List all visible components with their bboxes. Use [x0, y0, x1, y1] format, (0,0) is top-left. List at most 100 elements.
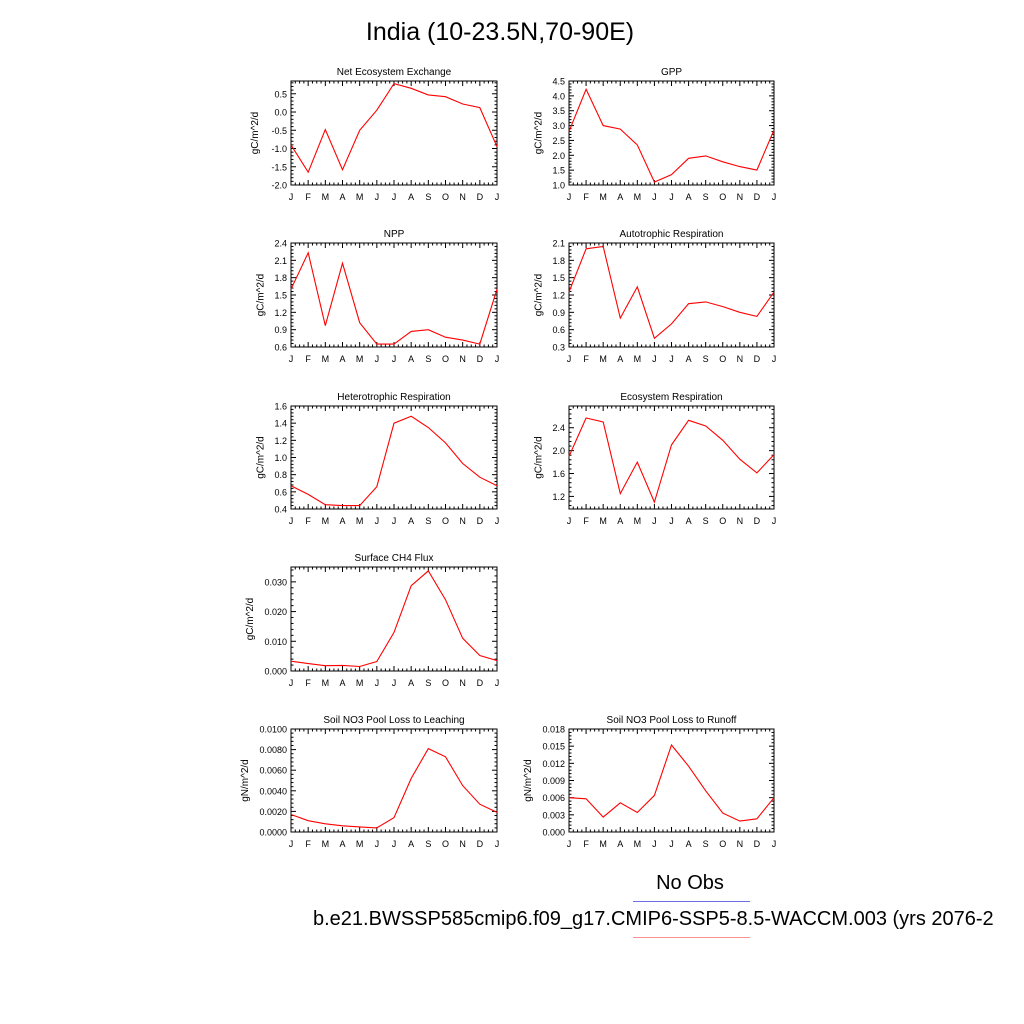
x-tick-label: J	[392, 354, 397, 364]
x-tick-label: J	[772, 516, 777, 526]
plot-frame	[290, 80, 498, 186]
x-tick-label: M	[599, 192, 607, 202]
y-tick-label: 0.6	[274, 487, 287, 497]
plot-frame	[290, 566, 498, 672]
x-tick-label: J	[567, 354, 572, 364]
x-tick-label: S	[703, 192, 709, 202]
y-tick-label: 0.0040	[259, 786, 287, 796]
y-tick-label: 1.6	[274, 402, 287, 412]
x-tick-label: J	[375, 354, 380, 364]
y-tick-label: -1.0	[271, 144, 287, 154]
x-tick-label: O	[442, 839, 449, 849]
x-tick-label: S	[425, 516, 431, 526]
x-tick-label: M	[634, 516, 642, 526]
x-tick-label: M	[322, 839, 330, 849]
y-tick-label: 0.003	[542, 810, 565, 820]
x-tick-label: N	[737, 354, 744, 364]
x-tick-label: J	[495, 839, 500, 849]
plot-frame	[568, 80, 775, 186]
series-line	[290, 747, 498, 829]
plot-frame	[568, 242, 775, 348]
x-tick-label: S	[703, 839, 709, 849]
y-tick-label: 2.4	[552, 423, 565, 433]
series-line	[568, 245, 775, 340]
y-axis-label: gC/m^2/d	[255, 274, 266, 317]
y-tick-label: 1.8	[552, 256, 565, 266]
x-tick-label: S	[703, 354, 709, 364]
x-tick-label: D	[477, 192, 484, 202]
x-tick-label: J	[652, 192, 657, 202]
plot-frame	[290, 242, 498, 348]
series-line	[290, 570, 498, 668]
x-tick-label: J	[375, 192, 380, 202]
x-tick-label: A	[339, 678, 345, 688]
x-tick-label: J	[772, 839, 777, 849]
x-tick-label: N	[459, 516, 466, 526]
y-tick-label: 0.0	[274, 108, 287, 118]
x-tick-label: J	[289, 516, 294, 526]
y-tick-label: 1.8	[274, 273, 287, 283]
x-tick-label: A	[339, 839, 345, 849]
panel-title: Autotrophic Respiration	[620, 229, 724, 240]
y-tick-label: 0.0100	[259, 725, 287, 735]
x-tick-label: O	[442, 516, 449, 526]
x-tick-label: F	[305, 678, 311, 688]
x-tick-label: J	[652, 354, 657, 364]
x-tick-label: M	[599, 839, 607, 849]
x-tick-label: J	[669, 354, 674, 364]
y-axis-label: gC/m^2/d	[533, 112, 544, 155]
y-tick-label: 0.6	[552, 325, 565, 335]
y-tick-label: 0.009	[542, 776, 565, 786]
x-tick-label: A	[339, 516, 345, 526]
x-tick-label: F	[583, 516, 589, 526]
y-tick-label: 0.010	[264, 637, 287, 647]
x-tick-label: A	[617, 516, 623, 526]
x-tick-label: J	[392, 678, 397, 688]
x-tick-label: S	[425, 839, 431, 849]
x-tick-label: M	[634, 354, 642, 364]
y-tick-label: 2.4	[274, 239, 287, 249]
series-line	[568, 87, 775, 183]
x-tick-label: J	[289, 839, 294, 849]
y-tick-label: 0.000	[264, 667, 287, 677]
series-line	[290, 415, 498, 507]
x-tick-label: D	[477, 839, 484, 849]
series-line	[290, 251, 498, 345]
x-tick-label: J	[652, 839, 657, 849]
y-tick-label: 0.020	[264, 607, 287, 617]
x-tick-label: A	[617, 839, 623, 849]
y-tick-label: 1.2	[274, 308, 287, 318]
y-tick-label: 2.1	[274, 256, 287, 266]
y-tick-label: 4.5	[552, 77, 565, 87]
y-tick-label: 0.0060	[259, 766, 287, 776]
x-tick-label: F	[583, 192, 589, 202]
x-tick-label: D	[754, 354, 761, 364]
y-tick-label: -2.0	[271, 181, 287, 191]
y-tick-label: 1.2	[552, 291, 565, 301]
panel-title: NPP	[384, 229, 405, 240]
x-tick-label: M	[634, 839, 642, 849]
x-tick-label: J	[495, 354, 500, 364]
y-tick-label: 3.0	[552, 121, 565, 131]
y-tick-label: 4.0	[552, 91, 565, 101]
y-tick-label: 2.0	[552, 151, 565, 161]
x-tick-label: M	[634, 192, 642, 202]
y-tick-label: 0.3	[552, 343, 565, 353]
y-axis-label: gC/m^2/d	[245, 598, 256, 641]
x-tick-label: A	[686, 354, 692, 364]
x-tick-label: M	[322, 516, 330, 526]
x-tick-label: J	[652, 516, 657, 526]
x-tick-label: D	[477, 516, 484, 526]
x-tick-label: J	[375, 516, 380, 526]
y-tick-label: -1.5	[271, 162, 287, 172]
x-tick-label: A	[408, 354, 414, 364]
x-tick-label: M	[356, 516, 364, 526]
series-line	[568, 743, 775, 822]
x-tick-label: J	[392, 192, 397, 202]
x-tick-label: F	[305, 354, 311, 364]
x-tick-label: F	[305, 192, 311, 202]
x-tick-label: A	[686, 516, 692, 526]
